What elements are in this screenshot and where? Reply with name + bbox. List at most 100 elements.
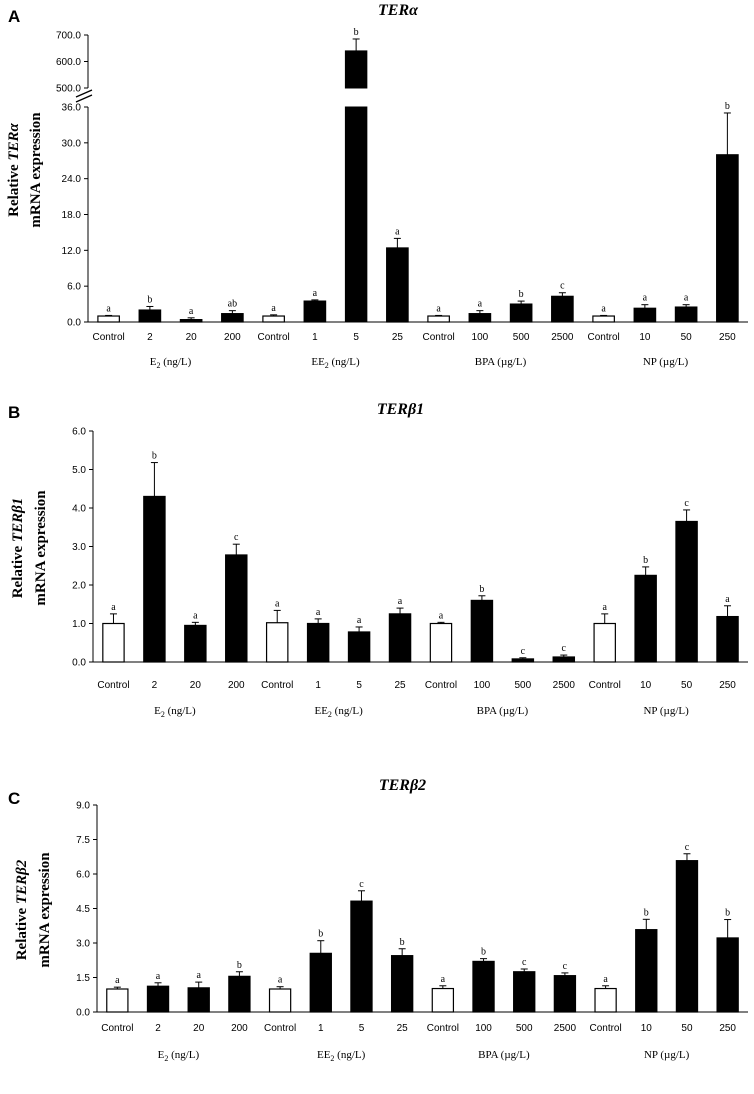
significance-letter: ab [228,299,237,310]
chart-title: TERβ1 [377,401,424,418]
group-label-main: E [150,356,157,368]
x-category-label: 2 [155,1023,161,1034]
group-label-rest: (ng/L) [334,1049,365,1061]
significance-letter: c [522,957,527,968]
group-label: E2 (ng/L) [158,1049,200,1063]
y-tick-label: 6.0 [72,427,86,438]
x-category-label: 20 [190,680,202,691]
axis-break-mark [75,89,93,98]
bar [265,622,289,663]
significance-letter: a [189,306,194,317]
y-tick-label: 6.0 [67,282,81,293]
y-tick-label: 1.5 [76,973,90,984]
bar [102,622,125,663]
y-tick-label: 1.0 [72,619,86,630]
significance-letter: a [275,598,280,609]
x-category-label: Control [97,680,129,691]
bar [511,658,535,663]
significance-letter: a [439,610,444,621]
bar [303,300,327,323]
significance-letter: a [196,970,201,981]
group-label-main: NP [643,705,657,717]
x-category-label: 100 [472,332,489,343]
x-category-label: 10 [639,332,651,343]
x-category-label: Control [93,332,125,343]
y-axis-label-gene: TERα [6,122,22,160]
bar [179,319,203,323]
x-category-label: 2500 [553,680,576,691]
y-tick-label-upper: 500.0 [56,84,81,95]
y-axis-label-gene: TERβ2 [14,859,30,904]
significance-letter: a [278,975,283,986]
x-category-label: 5 [359,1023,365,1034]
group-label: E2 (ng/L) [150,356,192,370]
y-tick-label: 3.0 [76,939,90,950]
bar [470,599,494,663]
significance-letter: b [152,451,157,462]
group-label: E2 (ng/L) [154,705,196,719]
significance-letter: a [111,602,116,613]
significance-letter: c [685,842,690,853]
x-category-label: 200 [228,680,245,691]
bar [350,900,373,1013]
significance-letter: a [398,596,403,607]
significance-letter: a [156,971,161,982]
x-category-label: Control [588,332,620,343]
bar [429,622,453,663]
bar [106,988,129,1013]
significance-letter: b [725,101,730,112]
chart-title: TERα [378,2,419,19]
y-tick-label: 0.0 [72,658,86,669]
y-axis-label-line2: mRNA expression [37,852,53,968]
group-label-rest: (µg/L) [495,356,527,368]
significance-letter: c [359,879,364,890]
y-tick-label-upper: 600.0 [56,57,81,68]
significance-letter: b [725,908,730,919]
group-label-main: NP [643,356,657,368]
group-label-sub: 2 [328,710,332,719]
x-category-label: 500 [515,680,532,691]
significance-letter: a [725,594,730,605]
y-axis-label-line2: mRNA expression [28,112,44,228]
y-tick-label: 18.0 [62,210,82,221]
bar [221,313,244,323]
y-tick-label: 12.0 [62,246,82,257]
significance-letter: a [478,299,483,310]
y-axis-label-gene: TERβ1 [10,498,26,542]
significance-letter: b [237,960,242,971]
group-label-rest: (ng/L) [160,356,191,368]
bar [306,622,330,663]
x-category-label: 2500 [554,1023,577,1034]
group-label-sub: 2 [325,361,329,370]
group-label-main: EE [311,356,325,368]
group-label-rest: (ng/L) [329,356,360,368]
bar [633,307,657,323]
bar [187,987,210,1013]
y-tick-label: 4.0 [72,504,86,515]
y-tick-label: 7.5 [76,835,90,846]
bar [552,656,576,663]
group-label-sub: 2 [164,1054,168,1063]
significance-letter: a [601,303,606,314]
significance-letter: b [354,27,359,38]
x-category-label: 200 [231,1023,248,1034]
y-axis-label-line1: Relative TERβ1 [10,498,26,599]
significance-letter: b [519,289,524,300]
bar-upper-segment [344,50,368,89]
group-label: EE2 (ng/L) [314,705,363,719]
bar [513,971,536,1013]
group-label-main: BPA [478,1049,498,1061]
significance-letter: b [318,929,323,940]
x-category-label: Control [589,680,621,691]
group-label-sub: 2 [330,1054,334,1063]
x-category-label: 2 [147,332,153,343]
bar [344,106,368,323]
group-label: NP (µg/L) [644,1049,690,1061]
group-label-sub: 2 [156,361,160,370]
group-label-rest: (µg/L) [656,356,688,368]
bar [716,937,739,1013]
significance-letter: a [436,303,441,314]
bar [553,975,577,1013]
